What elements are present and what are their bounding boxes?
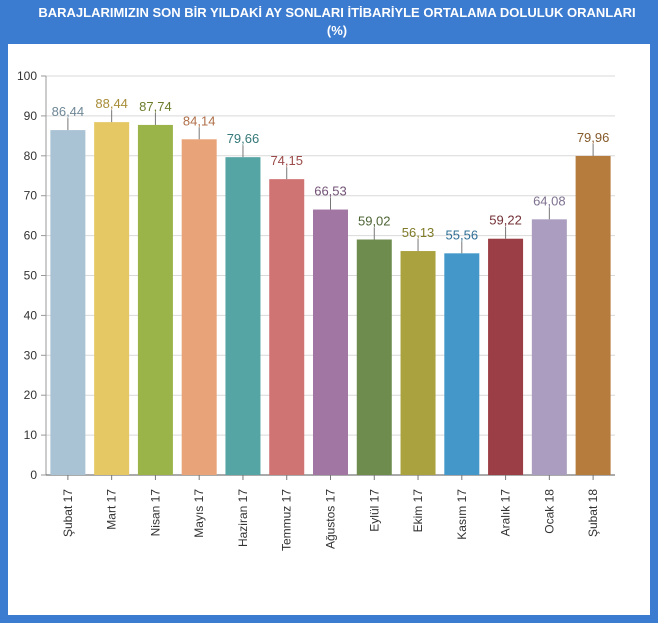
chart-title: BARAJLARIMIZIN SON BİR YILDAKİ AY SONLAR…: [38, 5, 636, 38]
data-label: 59,02: [358, 214, 391, 229]
x-tick-label: Eylül 17: [367, 489, 381, 532]
bar: [313, 209, 348, 476]
chart-header: BARAJLARIMIZIN SON BİR YILDAKİ AY SONLAR…: [8, 0, 658, 44]
y-tick-label: 20: [24, 388, 38, 402]
x-tick-label: Kasım 17: [455, 489, 469, 540]
y-tick-label: 80: [24, 149, 38, 163]
x-tick-label: Şubat 17: [61, 489, 75, 537]
x-tick-label: Şubat 18: [586, 489, 600, 537]
y-tick-label: 40: [24, 308, 38, 322]
bar: [356, 239, 392, 475]
y-tick-label: 0: [30, 468, 37, 482]
data-label: 88,44: [95, 96, 128, 111]
bar: [225, 157, 261, 475]
bar: [444, 253, 480, 475]
bar: [575, 155, 611, 475]
x-tick-label: Nisan 17: [148, 489, 162, 537]
y-tick-label: 70: [24, 189, 38, 203]
bar: [488, 238, 524, 475]
x-tick-label: Aralık 17: [499, 489, 513, 537]
x-tick-label: Temmuz 17: [280, 489, 294, 551]
data-label: 64,08: [533, 193, 566, 208]
bar: [137, 124, 173, 476]
bar: [181, 139, 217, 475]
data-label: 74,15: [270, 153, 303, 168]
y-tick-label: 60: [24, 229, 38, 243]
data-label: 79,66: [227, 131, 260, 146]
data-label: 66,53: [314, 184, 347, 199]
bar: [400, 251, 436, 475]
y-tick-label: 30: [24, 348, 38, 362]
x-tick-label: Ağustos 17: [324, 489, 338, 549]
x-tick-label: Haziran 17: [236, 489, 250, 547]
data-label: 84,14: [183, 113, 216, 128]
x-tick-label: Mart 17: [105, 489, 119, 530]
data-label: 55,56: [446, 227, 479, 242]
data-label: 56,13: [402, 225, 435, 240]
data-label: 87,74: [139, 99, 172, 114]
bar: [269, 179, 305, 476]
y-tick-label: 90: [24, 109, 38, 123]
x-tick-label: Mayıs 17: [192, 489, 206, 538]
data-label: 79,96: [577, 130, 610, 145]
y-tick-label: 10: [24, 428, 38, 442]
y-tick-label: 100: [17, 69, 37, 83]
x-tick-label: Ocak 18: [542, 489, 556, 534]
data-label: 59,22: [489, 213, 522, 228]
data-label: 86,44: [52, 104, 85, 119]
bar: [50, 130, 86, 475]
bar: [94, 122, 130, 476]
bar: [531, 219, 567, 475]
x-tick-label: Ekim 17: [411, 489, 425, 533]
y-tick-label: 50: [24, 269, 38, 283]
